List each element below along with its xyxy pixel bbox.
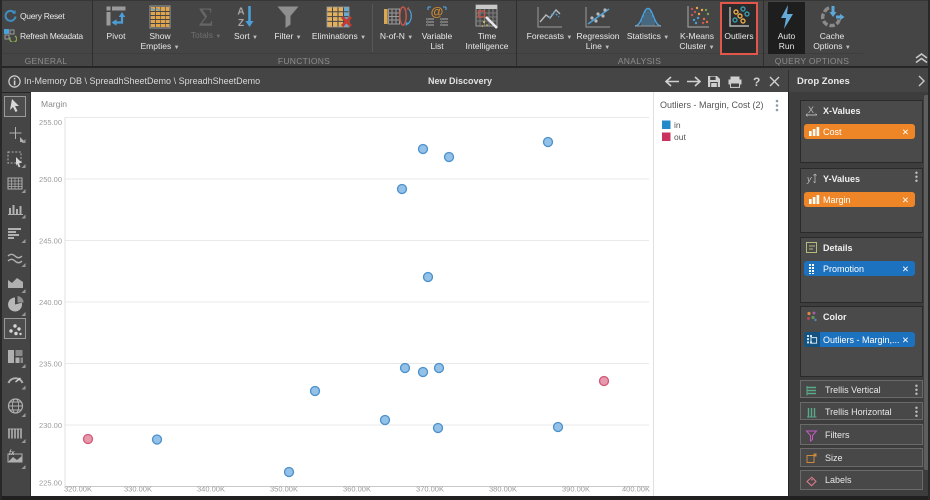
- svg-text:370.00K: 370.00K: [416, 485, 444, 494]
- svg-text:A: A: [237, 7, 244, 18]
- svg-text:380.00K: 380.00K: [489, 485, 517, 494]
- svg-text:230.00: 230.00: [39, 421, 62, 430]
- svg-text:fx: fx: [9, 450, 15, 457]
- svg-text:245.00: 245.00: [39, 237, 62, 246]
- svg-text:330.00K: 330.00K: [124, 485, 152, 494]
- svg-text:240.00: 240.00: [39, 298, 62, 307]
- svg-text:Σ: Σ: [198, 3, 213, 29]
- svg-text:250.00: 250.00: [39, 175, 62, 184]
- svg-text:X: X: [808, 105, 814, 115]
- svg-text:225.00: 225.00: [39, 479, 62, 488]
- svg-text:400.00K: 400.00K: [622, 485, 650, 494]
- svg-text:255.00: 255.00: [39, 118, 62, 127]
- svg-text:y: y: [806, 174, 812, 184]
- svg-text:out: out: [674, 132, 686, 142]
- svg-text:Outliers - Margin, Cost (2): Outliers - Margin, Cost (2): [660, 100, 764, 110]
- svg-text:320.00K: 320.00K: [64, 485, 92, 494]
- svg-text:Margin: Margin: [41, 99, 67, 109]
- svg-text:Z: Z: [238, 18, 244, 29]
- svg-text:390.00K: 390.00K: [562, 485, 590, 494]
- svg-text:350.00K: 350.00K: [270, 485, 298, 494]
- svg-text:235.00: 235.00: [39, 360, 62, 369]
- svg-text:in: in: [674, 120, 681, 130]
- svg-text:?: ?: [753, 75, 760, 88]
- svg-text:340.00K: 340.00K: [197, 485, 225, 494]
- svg-text:@: @: [431, 4, 444, 19]
- svg-text:360.00K: 360.00K: [343, 485, 371, 494]
